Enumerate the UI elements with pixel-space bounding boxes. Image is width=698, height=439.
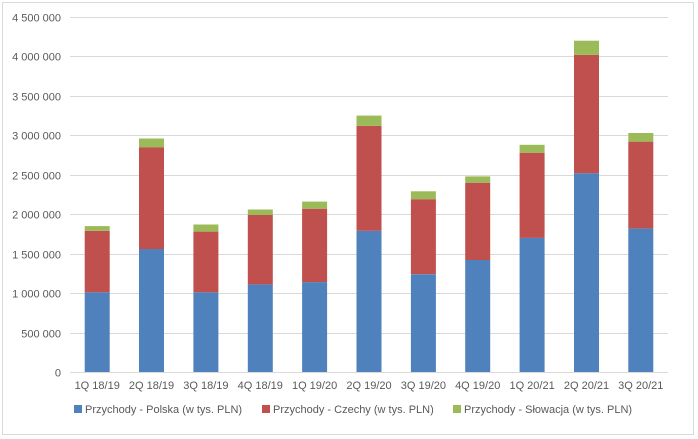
bar-segment [139,138,164,148]
bar-segment [247,209,273,215]
bar-segment [84,292,110,372]
bar-segment [302,208,328,283]
bar-segment [465,176,491,183]
y-tick-label: 4 000 000 [12,52,61,64]
y-tick-label: 500 000 [21,329,61,341]
y-axis-tick-labels: 0 500 000 1 000 000 1 500 000 2 000 000 2 500… [12,13,61,380]
y-tick-label: 0 [55,368,61,380]
y-tick-label: 3 000 000 [12,131,61,143]
x-tick-label: 1Q 18/19 [75,380,120,392]
y-tick-label: 3 500 000 [12,92,61,104]
bar-segment [193,292,219,372]
bar-segment [628,133,654,142]
legend-label: Przychody - Słowacja (w tys. PLN) [464,404,632,416]
x-tick-label: 3Q 19/20 [401,380,446,392]
x-tick-label: 1Q 20/21 [509,380,554,392]
bar-segment [247,284,273,372]
bars [84,40,654,372]
bar-segment [193,224,219,232]
x-tick-label: 2Q 19/20 [346,380,391,392]
legend: Przychody - Polska (w tys. PLN) Przychody… [74,404,632,416]
bar-segment [139,147,164,249]
bar-segment [193,231,219,293]
y-tick-label: 1 500 000 [12,250,61,262]
x-tick-label: 3Q 20/21 [618,380,663,392]
legend-label: Przychody - Czechy (w tys. PLN) [273,404,434,416]
bar-segment [410,274,436,372]
legend-swatch [453,405,461,413]
x-tick-label: 1Q 19/20 [292,380,337,392]
bar-segment [356,125,382,231]
x-tick-label: 4Q 18/19 [238,380,283,392]
bar-segment [574,173,599,372]
x-tick-label: 2Q 20/21 [564,380,609,392]
x-tick-label: 4Q 19/20 [455,380,500,392]
bar-segment [519,144,545,153]
bar-segment [247,215,273,285]
y-tick-label: 4 500 000 [12,13,61,25]
gridlines [70,17,668,373]
bar-segment [84,226,110,231]
x-axis-tick-labels: 1Q 18/19 2Q 18/19 3Q 18/19 4Q 18/19 1Q 19/20… [75,380,664,392]
bar-segment [628,228,654,372]
bar-segment [574,54,599,174]
bar-segment [574,40,599,55]
legend-swatch [262,405,270,413]
bar-segment [302,282,328,372]
bar-segment [519,237,545,372]
y-tick-label: 1 000 000 [12,289,61,301]
x-tick-label: 3Q 18/19 [183,380,228,392]
bar-segment [84,230,110,293]
legend-swatch [74,405,82,413]
bar-segment [519,152,545,238]
bar-segment [356,230,382,372]
bar-segment [410,191,436,200]
bar-segment [302,201,328,209]
bar-segment [465,182,491,260]
y-tick-label: 2 000 000 [12,210,61,222]
bar-segment [139,248,164,372]
bar-segment [465,260,491,372]
x-tick-label: 2Q 18/19 [129,380,174,392]
y-tick-label: 2 500 000 [12,171,61,183]
bar-segment [356,115,382,126]
bar-segment [628,141,654,229]
legend-label: Przychody - Polska (w tys. PLN) [85,404,242,416]
bar-segment [410,199,436,275]
